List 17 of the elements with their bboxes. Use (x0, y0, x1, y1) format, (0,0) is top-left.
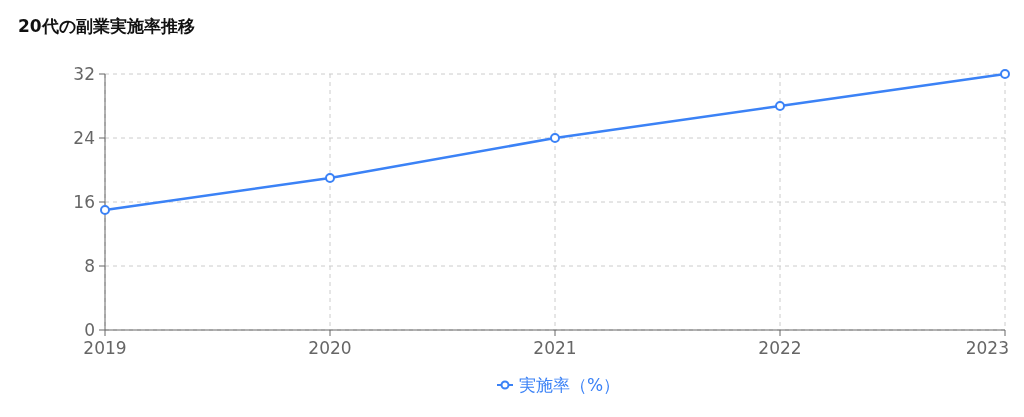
point (1000, 69, 1010, 79)
x-tick-label: 2019 (83, 338, 127, 358)
x-tick-label: 2021 (533, 338, 577, 358)
point (550, 133, 560, 143)
y-tick-label: 32 (73, 63, 95, 84)
y-tick-label: 0 (84, 319, 95, 340)
x-tick-label: 2023 (965, 338, 1009, 358)
point (100, 205, 110, 215)
y-tick-label: 8 (84, 255, 95, 276)
y-tick-label: 24 (73, 127, 95, 148)
chart-title: 20代の副業実施率推移 (18, 16, 195, 36)
point (775, 101, 785, 111)
y-tick-label: 16 (73, 191, 95, 212)
point (325, 173, 335, 183)
x-tick-label: 2020 (308, 338, 352, 358)
x-tick-label: 2022 (758, 338, 802, 358)
legend-label: 実施率（%） (519, 374, 621, 395)
